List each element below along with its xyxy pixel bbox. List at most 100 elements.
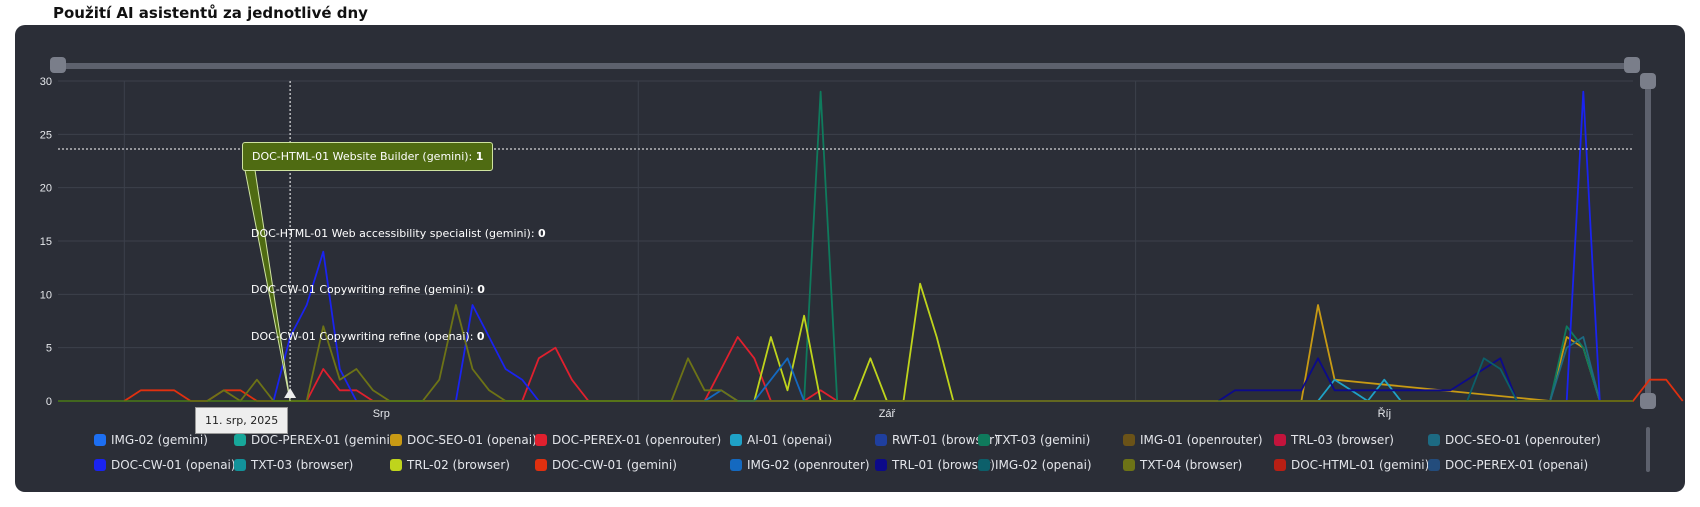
legend-scrollbar[interactable] [1646,427,1650,472]
legend-label: DOC-CW-01 (openai) [111,458,236,472]
legend-label: DOC-HTML-01 (gemini) [1291,458,1430,472]
legend-swatch [535,434,547,446]
x-tick-label: Srp [373,408,390,420]
chart-panel [15,25,1685,492]
series-line[interactable] [1466,357,1518,402]
tooltip-row: DOC-CW-01 Copywriting refine (openai): 0 [251,330,485,343]
legend-label: IMG-01 (openrouter) [1140,433,1263,447]
legend-label: TRL-02 (browser) [407,458,510,472]
legend-item[interactable]: DOC-SEO-01 (openrouter) [1428,433,1601,447]
legend-item[interactable]: TXT-03 (browser) [234,458,353,472]
legend-swatch [978,434,990,446]
legend-label: DOC-SEO-01 (openai) [407,433,537,447]
legend-swatch [730,459,742,471]
legend-item[interactable]: DOC-CW-01 (gemini) [535,458,677,472]
legend-swatch [390,434,402,446]
legend-label: AI-01 (openai) [747,433,833,447]
legend-item[interactable]: DOC-PEREX-01 (openai) [1428,458,1588,472]
y-tick-label: 25 [40,129,52,141]
legend-item[interactable]: AI-01 (openai) [730,433,832,447]
legend-swatch [94,459,106,471]
legend-swatch [875,434,887,446]
legend-swatch [234,434,246,446]
tooltip-row-label: DOC-CW-01 Copywriting refine (openai): [251,330,477,343]
navigator-right-handle[interactable] [1624,57,1640,73]
tooltip-main: DOC-HTML-01 Website Builder (gemini): 1 [242,142,494,171]
y-tick-label: 10 [40,289,52,301]
x-tick-label: Říj [1378,407,1391,420]
legend-swatch [1123,434,1135,446]
navigator-left-handle[interactable] [50,57,66,73]
vertical-scroll-track[interactable] [1645,78,1651,404]
legend-label: IMG-02 (openrouter) [747,458,870,472]
date-tooltip: 11. srp, 2025 [195,407,289,434]
tooltip-row-label: DOC-HTML-01 Web accessibility specialist… [251,227,539,240]
legend-swatch [875,459,887,471]
legend-item[interactable]: DOC-PEREX-01 (gemini) [234,433,395,447]
tooltip-row-value: 1 [475,150,484,163]
x-tick-label: Zář [879,408,896,420]
legend-label: IMG-02 (openai) [995,458,1092,472]
legend-item[interactable]: RWT-01 (browser) [875,433,999,447]
y-tick-label: 0 [46,396,52,408]
series-line[interactable] [1549,336,1601,402]
y-tick-label: 15 [40,236,52,248]
legend-item[interactable]: TRL-03 (browser) [1274,433,1394,447]
legend-item[interactable]: TXT-03 (gemini) [978,433,1090,447]
legend-item[interactable]: DOC-PEREX-01 (openrouter) [535,433,721,447]
y-tick-label: 20 [40,183,52,195]
legend-item[interactable]: TRL-02 (browser) [390,458,510,472]
tooltip-row-value: 0 [477,283,485,296]
date-tooltip-pointer [284,388,297,398]
page-title: Použití AI asistentů za jednotlivé dny [53,4,368,22]
y-tick-label: 30 [40,76,52,88]
series-line[interactable] [272,90,1601,402]
series-line[interactable] [753,282,955,402]
legend-label: DOC-CW-01 (gemini) [552,458,677,472]
vertical-scroll-top-handle[interactable] [1640,73,1656,89]
tooltip-row-value: 0 [476,330,485,343]
legend-label: TXT-04 (browser) [1140,458,1243,472]
series-line[interactable] [1218,357,1518,402]
legend-swatch [535,459,547,471]
vertical-scroll-bottom-handle[interactable] [1640,393,1656,409]
legend-item[interactable]: IMG-01 (openrouter) [1123,433,1263,447]
legend-swatch [1123,459,1135,471]
legend-swatch [1428,434,1440,446]
legend-item[interactable]: TXT-04 (browser) [1123,458,1242,472]
legend-label: DOC-PEREX-01 (openai) [1445,458,1589,472]
legend-item[interactable]: IMG-02 (openai) [978,458,1092,472]
legend-swatch [1274,434,1286,446]
legend-label: DOC-SEO-01 (openrouter) [1445,433,1601,447]
tooltip-row: DOC-HTML-01 Web accessibility specialist… [251,227,546,240]
tooltip-row-value: 0 [538,227,546,240]
legend-label: DOC-PEREX-01 (openrouter) [552,433,722,447]
legend-swatch [730,434,742,446]
legend-item[interactable]: IMG-02 (openrouter) [730,458,870,472]
legend-item[interactable]: DOC-CW-01 (openai) [94,458,236,472]
y-tick-label: 5 [46,343,52,355]
legend-label: TXT-03 (browser) [251,458,354,472]
tooltip-row-label: DOC-CW-01 Copywriting refine (gemini): [251,283,478,296]
legend-swatch [234,459,246,471]
legend-label: IMG-02 (gemini) [111,433,208,447]
series-line[interactable] [803,90,1601,402]
legend-label: DOC-PEREX-01 (gemini) [251,433,395,447]
legend-swatch [390,459,402,471]
tooltip-row: DOC-CW-01 Copywriting refine (gemini): 0 [251,283,485,296]
legend-label: TXT-03 (gemini) [995,433,1091,447]
legend-swatch [94,434,106,446]
legend-label: TRL-03 (browser) [1291,433,1394,447]
tooltip-row-label: DOC-HTML-01 Website Builder (gemini): [252,150,476,163]
legend-item[interactable]: DOC-SEO-01 (openai) [390,433,537,447]
legend-item[interactable]: TRL-01 (browser) [875,458,995,472]
legend-label: RWT-01 (browser) [892,433,999,447]
legend-item[interactable]: DOC-HTML-01 (gemini) [1274,458,1429,472]
navigator-track[interactable] [58,63,1633,69]
legend-swatch [1428,459,1440,471]
legend-swatch [978,459,990,471]
legend-item[interactable]: IMG-02 (gemini) [94,433,208,447]
legend-label: TRL-01 (browser) [892,458,995,472]
legend-swatch [1274,459,1286,471]
